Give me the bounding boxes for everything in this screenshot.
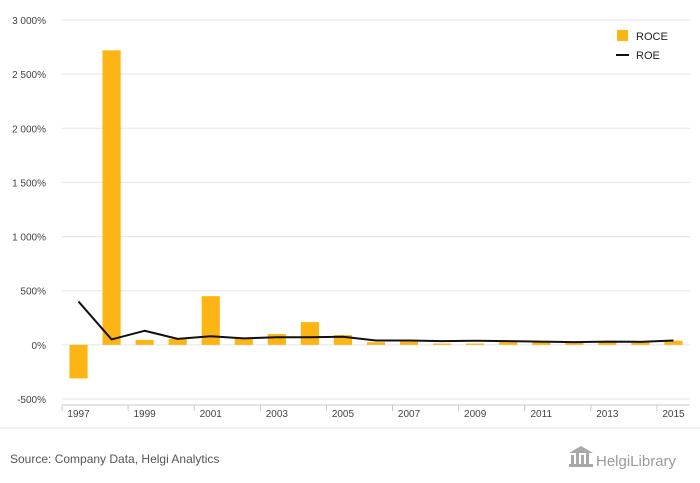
roce-bar: [532, 342, 551, 345]
y-tick-label: 3 000%: [12, 16, 46, 27]
roce-bar: [201, 296, 220, 345]
library-building-icon: [569, 446, 593, 467]
x-tick-label: 2003: [266, 409, 289, 420]
helgi-library-logo: HelgiLibrary: [569, 446, 677, 470]
roce-bar: [399, 341, 419, 345]
source-note: Source: Company Data, Helgi Analytics: [10, 452, 219, 466]
roce-bar: [300, 322, 319, 345]
roce-bar: [466, 343, 485, 345]
roce-bar: [168, 338, 187, 345]
roce-bar: [499, 341, 518, 345]
roce-bar: [433, 343, 452, 345]
y-tick-label: 2 500%: [12, 70, 46, 81]
y-tick-label: 500%: [20, 287, 46, 298]
x-tick-label: 2001: [200, 409, 223, 420]
y-tick-label: 1 000%: [12, 233, 46, 244]
x-tick-label: 2011: [531, 409, 553, 420]
roe-line-group: [77, 300, 674, 344]
roce-bar: [598, 342, 617, 345]
x-tick-label: 2005: [332, 409, 355, 420]
legend-roce-label: ROCE: [636, 31, 668, 43]
legend-roe-label: ROE: [636, 50, 660, 62]
roce-bar: [333, 335, 353, 345]
y-tick-label: 2 000%: [12, 124, 46, 135]
roce-bar: [631, 342, 650, 345]
y-tick-label: 0%: [32, 341, 47, 352]
legend: ROCE ROE: [616, 30, 668, 62]
x-tick-label: 2015: [662, 409, 685, 420]
roce-bar: [664, 340, 683, 345]
roce-bars: [69, 50, 683, 379]
y-axis: -500% 0% 500% 1 000% 1 500% 2 000% 2 500% 3 000…: [12, 16, 46, 406]
roce-bar: [234, 338, 253, 345]
y-tick-label: -500%: [17, 395, 46, 406]
roce-bar: [69, 344, 88, 379]
x-axis: 1997 1999 2001 2003 2005 2007 2009 2011 2013 2015: [61, 404, 690, 420]
grid-lines: [62, 19, 690, 400]
roce-bar: [366, 342, 386, 345]
x-tick-label: 2007: [398, 409, 421, 420]
y-tick-label: 1 500%: [12, 178, 46, 189]
x-tick-label: 1997: [67, 409, 90, 420]
x-tick-label: 2013: [596, 409, 619, 420]
roce-bar: [102, 50, 121, 345]
x-tick-label: 1999: [134, 409, 157, 420]
logo-text: HelgiLibrary: [596, 453, 677, 470]
roe-line: [77, 300, 674, 344]
roce-bar: [565, 342, 584, 345]
roce-bar: [135, 339, 154, 345]
roce-bar: [267, 334, 286, 345]
legend-roce-swatch: [617, 30, 628, 41]
x-tick-label: 2009: [464, 409, 487, 420]
